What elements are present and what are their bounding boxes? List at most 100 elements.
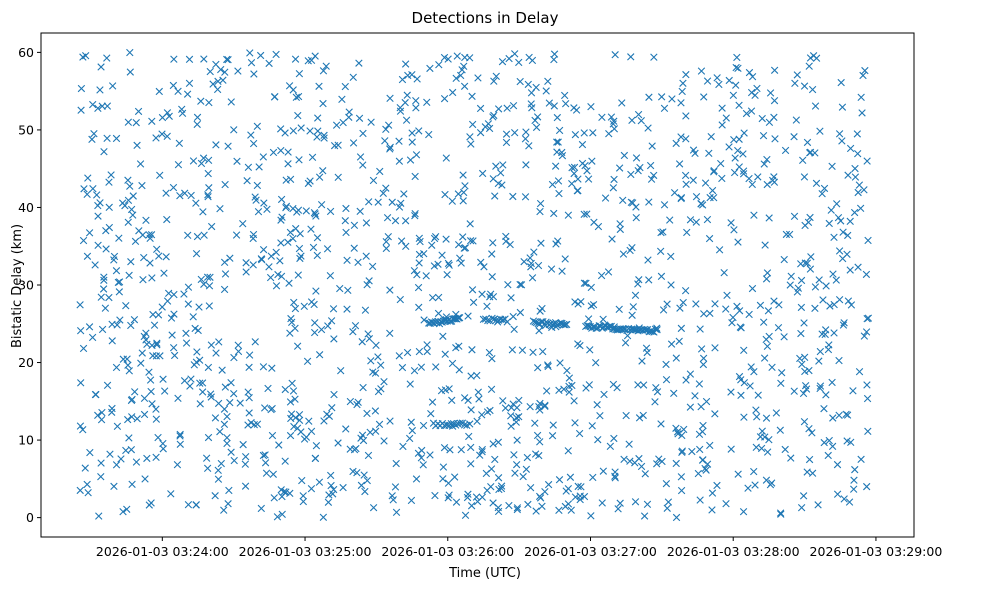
data-point (444, 479, 453, 487)
data-point (122, 446, 130, 455)
data-point (570, 397, 578, 405)
data-point (476, 104, 485, 113)
data-point (816, 127, 824, 135)
data-point (589, 129, 597, 137)
data-point (533, 113, 542, 121)
data-point (640, 325, 649, 334)
data-point (324, 322, 332, 330)
data-point (343, 256, 351, 265)
data-point (386, 286, 394, 294)
data-point (750, 467, 758, 476)
data-point (88, 333, 97, 342)
data-point (734, 238, 742, 246)
data-point (638, 357, 646, 365)
data-point (324, 498, 333, 506)
data-point (759, 132, 768, 140)
data-point (621, 339, 630, 347)
data-point (454, 240, 463, 249)
data-point (322, 62, 330, 70)
data-point (734, 470, 742, 478)
data-point (119, 508, 127, 516)
data-point (718, 104, 726, 112)
data-point (637, 462, 646, 471)
data-point (167, 490, 175, 498)
data-point (193, 232, 202, 241)
data-point (239, 220, 247, 228)
data-point (535, 327, 543, 335)
data-point (168, 331, 176, 339)
data-point (163, 215, 171, 224)
data-point (486, 290, 495, 298)
data-point (732, 63, 740, 72)
data-point (763, 180, 771, 189)
data-point (230, 126, 238, 134)
data-point (797, 276, 806, 285)
data-point (214, 466, 222, 475)
data-point (644, 124, 652, 132)
data-point (803, 138, 812, 147)
data-point (446, 446, 454, 454)
data-point (311, 319, 319, 327)
data-point (651, 398, 659, 406)
data-point (437, 386, 446, 395)
data-point (204, 433, 213, 442)
data-point (863, 381, 871, 389)
data-point (112, 461, 121, 469)
x-tick-label: 2026-01-03 03:29:00 (810, 544, 943, 559)
data-point (524, 500, 532, 509)
data-point (315, 82, 323, 90)
data-point (464, 396, 472, 405)
data-point (124, 415, 132, 424)
data-point (558, 267, 566, 275)
data-point (339, 118, 347, 127)
data-point (192, 358, 201, 366)
data-point (491, 455, 499, 464)
data-point (512, 460, 521, 469)
data-point (357, 481, 366, 490)
data-point (499, 161, 507, 169)
data-point (682, 376, 690, 384)
data-point (203, 273, 212, 281)
data-point (330, 390, 338, 399)
data-point (206, 273, 214, 281)
data-point (184, 231, 192, 239)
data-point (843, 411, 852, 419)
data-point (598, 113, 606, 122)
data-point (547, 265, 556, 273)
data-point (838, 103, 847, 111)
data-point (835, 356, 843, 365)
data-point (448, 197, 456, 205)
data-point (791, 79, 799, 88)
data-point (247, 59, 256, 67)
data-point (478, 290, 486, 298)
data-point (265, 263, 273, 271)
data-point (242, 259, 250, 267)
data-point (205, 282, 214, 290)
data-point (142, 336, 150, 344)
data-point (475, 395, 483, 403)
data-point (442, 154, 450, 162)
data-point (176, 440, 184, 448)
data-point (677, 99, 685, 107)
data-point (379, 189, 387, 197)
data-point (672, 139, 680, 148)
y-tick-label: 0 (26, 510, 34, 525)
data-point (679, 79, 687, 87)
data-point (207, 393, 215, 401)
data-point (550, 209, 558, 218)
data-point (506, 240, 514, 249)
data-point (290, 298, 298, 307)
data-point (780, 255, 788, 264)
data-point (708, 489, 717, 497)
data-point (221, 270, 230, 278)
data-point (260, 199, 268, 207)
data-point (757, 444, 766, 453)
data-point (732, 81, 740, 89)
data-point (733, 302, 741, 311)
data-point (230, 353, 238, 362)
data-point (501, 404, 510, 412)
data-point (615, 305, 623, 313)
data-point (153, 245, 161, 253)
data-point (247, 131, 255, 139)
data-point (103, 134, 111, 143)
